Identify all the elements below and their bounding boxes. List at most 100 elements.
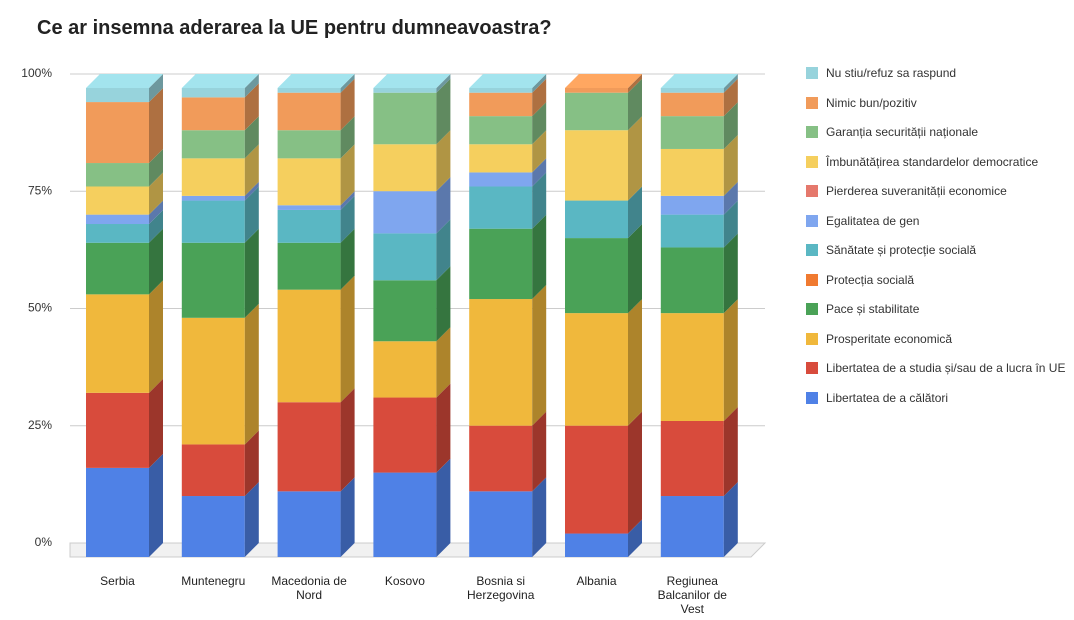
bar-top xyxy=(373,74,451,88)
y-tick-label: 0% xyxy=(35,535,53,549)
x-tick-label: Macedonia de Nord xyxy=(271,574,347,602)
bar-segment xyxy=(565,533,628,557)
bar-side xyxy=(340,275,355,403)
legend-item: Nu stiu/refuz sa raspund xyxy=(806,66,1071,80)
legend-swatch xyxy=(806,214,818,227)
bar-side xyxy=(532,285,547,426)
bar-segment xyxy=(565,313,628,426)
bar-segment xyxy=(469,172,533,187)
bar-segment xyxy=(277,130,341,159)
legend-label: Sănătate și protecție socială xyxy=(826,243,977,257)
bar-segment xyxy=(469,186,533,229)
bar-side xyxy=(532,411,547,492)
bar-side xyxy=(723,200,738,248)
bar-side xyxy=(244,74,259,98)
bar-side xyxy=(723,181,738,215)
bar-side xyxy=(436,266,451,342)
bar-segment xyxy=(469,144,533,173)
bar-top xyxy=(86,74,163,88)
bar-side xyxy=(628,411,642,534)
bar-segment xyxy=(373,341,437,398)
bar-side xyxy=(244,228,259,318)
bar-side xyxy=(436,458,451,557)
bar-segment xyxy=(86,214,149,225)
bar-side xyxy=(628,186,642,239)
bar-segment xyxy=(277,88,341,93)
bar-side xyxy=(149,149,163,187)
bar-side xyxy=(244,83,259,131)
bar-side xyxy=(723,482,738,557)
bar-segment xyxy=(565,238,628,314)
x-tick-label: Albania xyxy=(576,574,617,588)
y-tick-label: 50% xyxy=(28,301,52,315)
bar-side xyxy=(436,78,451,145)
legend-label: Nimic bun/pozitiv xyxy=(826,95,917,110)
legend-item: Pace și stabilitate xyxy=(806,302,1071,316)
bar-side xyxy=(723,78,738,117)
bar-segment xyxy=(373,472,437,557)
bar-side xyxy=(532,78,547,117)
bar-segment xyxy=(660,92,724,117)
legend-swatch xyxy=(806,332,818,345)
legend-item: Îmbunătățirea standardelor democratice xyxy=(806,155,1071,169)
x-tick-label: Regiunea Balcanilor de Vest xyxy=(657,574,727,616)
bar-segment xyxy=(277,289,341,403)
bar-segment xyxy=(277,402,341,492)
bar-segment xyxy=(86,392,149,468)
legend-swatch xyxy=(806,303,818,315)
bar-side xyxy=(340,477,355,557)
legend-swatch xyxy=(806,362,818,374)
bar-side xyxy=(340,228,355,290)
legend-item: Libertatea de a călători xyxy=(806,391,1071,405)
bar-segment xyxy=(660,148,724,196)
bar-side xyxy=(532,477,547,557)
legend-swatch xyxy=(806,155,818,168)
bar-segment xyxy=(181,444,245,497)
bar-side xyxy=(628,78,642,131)
bar-side xyxy=(436,177,451,234)
bar-side xyxy=(628,116,642,201)
legend-label: Libertatea de a călători xyxy=(826,390,949,405)
bar-segment xyxy=(660,88,724,93)
bar-side xyxy=(149,74,163,103)
bar-side xyxy=(532,130,547,173)
x-tick-label: Serbia xyxy=(100,574,135,588)
bar-segment xyxy=(277,205,341,210)
bar-side xyxy=(149,210,163,243)
bar-segment xyxy=(469,92,533,117)
legend-label: Garanția securității naționale xyxy=(826,125,979,139)
bar-segment xyxy=(373,144,437,192)
bar-side xyxy=(723,406,738,497)
bar-top xyxy=(565,74,642,88)
bar-segment xyxy=(86,102,149,164)
y-tick-label: 25% xyxy=(28,418,52,432)
bar-segment xyxy=(181,496,245,557)
bar-side xyxy=(244,482,259,557)
bar-side xyxy=(149,172,163,215)
bar-segment xyxy=(86,467,149,557)
bar-segment xyxy=(469,88,533,93)
bar-segment xyxy=(86,294,149,393)
bar-segment xyxy=(277,491,341,557)
legend-label: Nu stiu/refuz sa raspund xyxy=(826,66,957,80)
legend-item: Egalitatea de gen xyxy=(806,214,1071,228)
bar-side xyxy=(149,453,163,557)
bar-side xyxy=(436,74,451,93)
bar-segment xyxy=(277,209,341,243)
bar-side xyxy=(532,214,547,300)
bar-segment xyxy=(277,92,341,131)
bar-top xyxy=(181,74,259,88)
bar-side xyxy=(340,191,355,210)
legend-item: Pierderea suveranității economice xyxy=(806,184,1071,198)
bar-segment xyxy=(181,88,245,98)
legend-label: Libertatea de a studia și/sau de a lucra… xyxy=(826,361,1066,375)
bar-side xyxy=(532,172,547,229)
bar-segment xyxy=(181,200,245,243)
bar-side xyxy=(628,519,642,557)
bar-side xyxy=(244,186,259,243)
legend-swatch xyxy=(806,96,818,109)
bar-segment xyxy=(181,97,245,131)
legend-label: Îmbunătățirea standardelor democratice xyxy=(826,154,1039,169)
bar-side xyxy=(340,144,355,206)
bar-side xyxy=(244,430,259,497)
